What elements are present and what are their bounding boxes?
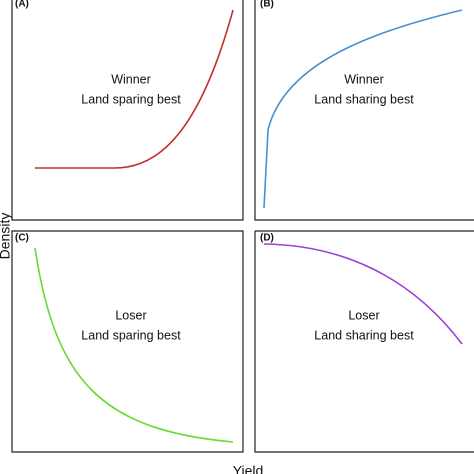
- panel-label: (A): [15, 0, 29, 10]
- curve-a: [35, 9, 234, 169]
- y-axis-label: Density: [0, 213, 13, 260]
- panel-text: Land sparing best: [81, 328, 181, 342]
- curve-c: [34, 247, 234, 443]
- panel-d-frame: [254, 230, 474, 453]
- panel-text: Winner: [344, 72, 384, 86]
- panel-text: Loser: [348, 308, 379, 322]
- panel-label: (C): [15, 233, 29, 244]
- panel-text: Land sharing best: [314, 92, 414, 106]
- panel-label: (D): [260, 233, 274, 244]
- curve-b: [263, 9, 463, 209]
- panel-text: Winner: [111, 72, 151, 86]
- panel-label: (B): [260, 0, 274, 10]
- panel-text: Land sparing best: [81, 92, 181, 106]
- panel-b-frame: [254, 0, 474, 221]
- panel-text: Land sharing best: [314, 328, 414, 342]
- panel-a-frame: [11, 0, 244, 221]
- panel-text: Loser: [115, 308, 146, 322]
- curve-d: [263, 243, 463, 345]
- panel-c-frame: [11, 230, 244, 453]
- x-axis-label: Yield: [233, 463, 264, 474]
